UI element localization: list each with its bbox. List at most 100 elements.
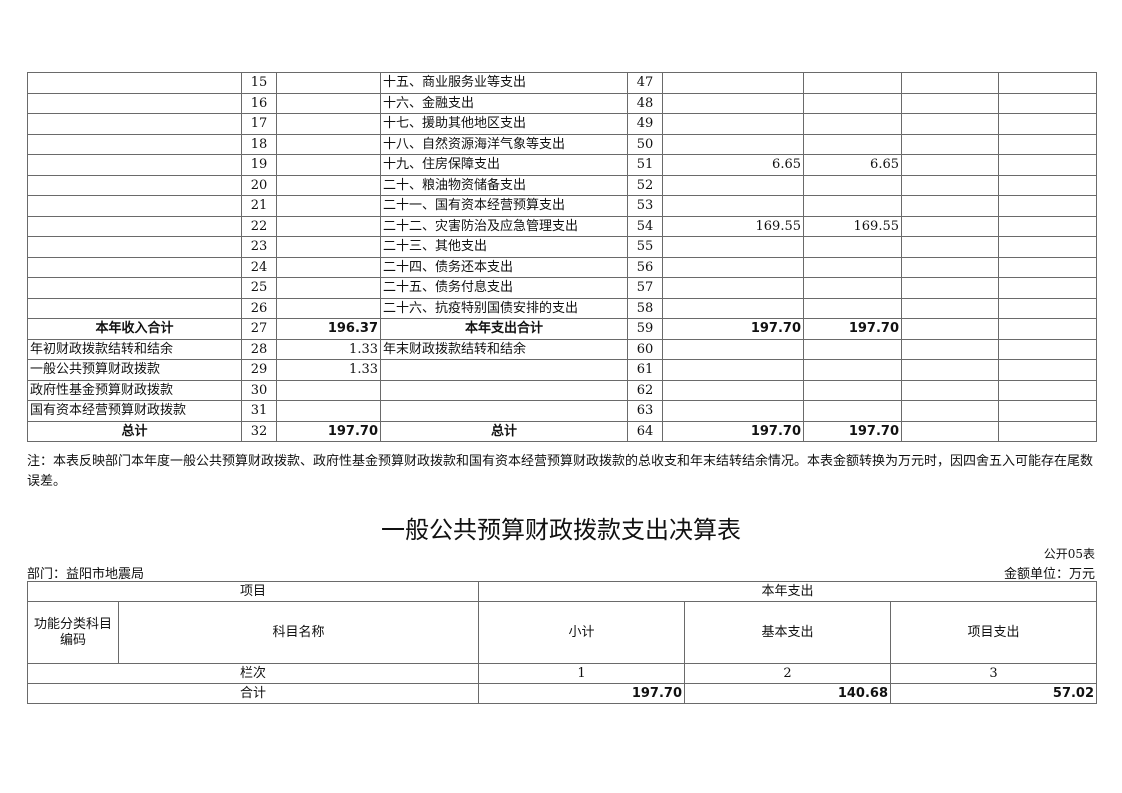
table-row: 国有资本经营预算财政拨款 31 63 xyxy=(27,400,1097,422)
cell-income-amt xyxy=(276,174,381,196)
cell-exp-item: 本年支出合计 xyxy=(380,318,628,340)
cell-income-amt xyxy=(276,133,381,155)
cell-income-no: 16 xyxy=(241,92,277,114)
general-budget-expenditure-table: 项目 本年支出 功能分类科目编码 科目名称 小计 基本支出 项目支出 栏次 1 … xyxy=(26,581,1098,704)
table-row: 17 十七、援助其他地区支出 49 xyxy=(27,113,1097,135)
cell-income-item xyxy=(27,72,242,94)
cell-c2 xyxy=(803,297,902,319)
cell-c3 xyxy=(901,92,999,114)
cell-c4 xyxy=(998,297,1097,319)
table-note: 注：本表反映部门本年度一般公共预算财政拨款、政府性基金预算财政拨款和国有资本经营… xyxy=(27,454,1094,489)
cell-c1 xyxy=(662,379,804,401)
header-project: 项目 xyxy=(26,581,480,602)
row-index-label: 栏次 xyxy=(26,663,480,684)
cell-income-item xyxy=(27,174,242,196)
header-current-year: 本年支出 xyxy=(478,581,1098,602)
cell-income-amt xyxy=(276,154,381,176)
page-title: 一般公共预算财政拨款支出决算表 xyxy=(381,516,741,544)
table-row: 本年收入合计 27 196.37 本年支出合计 59 197.70 197.70 xyxy=(27,318,1097,340)
cell-c4 xyxy=(998,256,1097,278)
cell-c2: 6.65 xyxy=(803,154,902,176)
col-code: 功能分类科目编码 xyxy=(27,601,119,664)
index-row: 栏次 1 2 3 xyxy=(26,663,1098,684)
col-subtotal: 小计 xyxy=(478,601,686,664)
cell-income-amt xyxy=(276,195,381,217)
cell-exp-no: 60 xyxy=(627,338,663,360)
cell-income-item xyxy=(27,215,242,237)
table-row: 年初财政拨款结转和结余 28 1.33 年末财政拨款结转和结余 60 xyxy=(27,338,1097,360)
col-basic: 基本支出 xyxy=(684,601,892,664)
cell-income-no: 20 xyxy=(241,174,277,196)
cell-income-no: 18 xyxy=(241,133,277,155)
cell-income-amt xyxy=(276,400,381,422)
cell-c2 xyxy=(803,133,902,155)
cell-income-no: 15 xyxy=(241,72,277,94)
cell-exp-item: 二十二、灾害防治及应急管理支出 xyxy=(380,215,628,237)
cell-income-no: 29 xyxy=(241,359,277,381)
cell-income-amt: 197.70 xyxy=(276,420,381,442)
cell-c3 xyxy=(901,215,999,237)
cell-income-amt xyxy=(276,379,381,401)
cell-income-no: 23 xyxy=(241,236,277,258)
cell-c3 xyxy=(901,195,999,217)
cell-exp-no: 62 xyxy=(627,379,663,401)
cell-exp-item xyxy=(380,359,628,381)
cell-income-no: 25 xyxy=(241,277,277,299)
cell-c4 xyxy=(998,113,1097,135)
cell-exp-item xyxy=(380,400,628,422)
cell-income-item xyxy=(27,113,242,135)
table-row: 23 二十三、其他支出 55 xyxy=(27,236,1097,258)
cell-c4 xyxy=(998,400,1097,422)
cell-c2: 197.70 xyxy=(803,318,902,340)
cell-exp-no: 57 xyxy=(627,277,663,299)
cell-exp-no: 50 xyxy=(627,133,663,155)
cell-exp-no: 58 xyxy=(627,297,663,319)
cell-income-item: 政府性基金预算财政拨款 xyxy=(27,379,242,401)
cell-income-item xyxy=(27,256,242,278)
cell-income-amt xyxy=(276,215,381,237)
cell-income-no: 32 xyxy=(241,420,277,442)
cell-c1 xyxy=(662,256,804,278)
cell-c4 xyxy=(998,154,1097,176)
cell-c3 xyxy=(901,256,999,278)
cell-income-item: 本年收入合计 xyxy=(27,318,242,340)
cell-income-no: 22 xyxy=(241,215,277,237)
total-label: 合计 xyxy=(26,683,480,704)
cell-c2 xyxy=(803,236,902,258)
cell-income-amt xyxy=(276,297,381,319)
cell-exp-no: 49 xyxy=(627,113,663,135)
cell-c4 xyxy=(998,215,1097,237)
cell-c1: 169.55 xyxy=(662,215,804,237)
table-row: 21 二十一、国有资本经营预算支出 53 xyxy=(27,195,1097,217)
cell-c3 xyxy=(901,133,999,155)
cell-income-amt xyxy=(276,72,381,94)
cell-income-amt xyxy=(276,113,381,135)
total-row: 合计 197.70 140.68 57.02 xyxy=(26,683,1098,704)
table-row: 20 二十、粮油物资储备支出 52 xyxy=(27,174,1097,196)
cell-c2 xyxy=(803,72,902,94)
cell-c3 xyxy=(901,420,999,442)
cell-c1 xyxy=(662,338,804,360)
cell-c1 xyxy=(662,72,804,94)
cell-exp-no: 53 xyxy=(627,195,663,217)
cell-exp-no: 59 xyxy=(627,318,663,340)
table-row: 19 十九、住房保障支出 51 6.65 6.65 xyxy=(27,154,1097,176)
cell-income-no: 31 xyxy=(241,400,277,422)
table-row: 15 十五、商业服务业等支出 47 xyxy=(27,72,1097,94)
cell-exp-item: 二十四、债务还本支出 xyxy=(380,256,628,278)
header-row: 项目 本年支出 xyxy=(26,581,1098,602)
total-subtotal: 197.70 xyxy=(478,683,686,704)
cell-income-no: 28 xyxy=(241,338,277,360)
cell-c1 xyxy=(662,174,804,196)
cell-exp-item: 二十三、其他支出 xyxy=(380,236,628,258)
cell-c3 xyxy=(901,277,999,299)
cell-income-amt: 1.33 xyxy=(276,359,381,381)
cell-income-no: 17 xyxy=(241,113,277,135)
cell-exp-no: 64 xyxy=(627,420,663,442)
cell-income-no: 21 xyxy=(241,195,277,217)
table-row: 总计 32 197.70 总计 64 197.70 197.70 xyxy=(27,420,1097,442)
cell-exp-item: 十九、住房保障支出 xyxy=(380,154,628,176)
cell-exp-item: 十六、金融支出 xyxy=(380,92,628,114)
cell-c3 xyxy=(901,318,999,340)
cell-c2 xyxy=(803,400,902,422)
